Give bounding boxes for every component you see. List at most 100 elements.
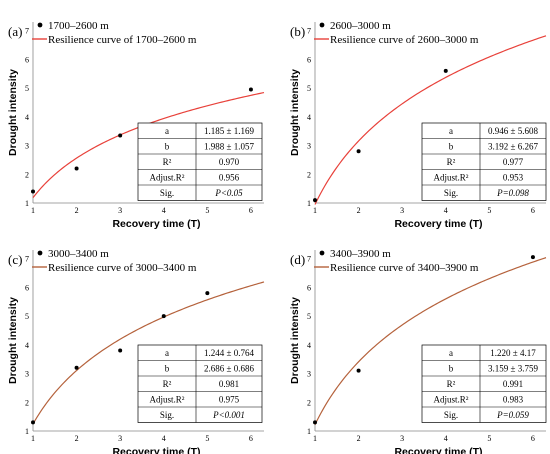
x-tick-label: 5 — [205, 434, 209, 443]
data-point — [31, 189, 35, 194]
x-tick-label: 6 — [531, 206, 535, 215]
x-axis-label: Recovery time (T) — [394, 218, 482, 230]
y-tick-label: 2 — [307, 170, 311, 179]
x-tick-label: 5 — [487, 434, 491, 443]
legend-entry-curve: Resilience curve of 2600–3000 m — [330, 34, 479, 46]
stats-label: Sig. — [444, 188, 458, 198]
y-tick-label: 1 — [307, 427, 311, 436]
x-tick-label: 4 — [162, 434, 166, 443]
y-tick-label: 3 — [25, 142, 29, 151]
stats-table: a 0.946 ± 5.608 b 3.192 ± 6.267 R² 0.977 Adjus… — [421, 122, 547, 201]
y-tick-label: 3 — [307, 370, 311, 379]
chart-panel-1: 1 2 3 4 5 6 1 2 3 4 5 6 7 Recovery time (T) Drought in… — [7, 20, 265, 230]
x-tick-label: 4 — [162, 206, 166, 215]
stats-value: 1.244 ± 0.764 — [204, 348, 254, 358]
stats-label: R² — [163, 157, 172, 167]
x-axis-label: Recovery time (T) — [112, 446, 200, 454]
x-tick-label: 3 — [118, 206, 122, 215]
data-point — [530, 255, 535, 260]
stats-label: R² — [447, 379, 456, 389]
y-axis-label: Drought intensity — [289, 297, 301, 384]
y-tick-label: 1 — [307, 199, 311, 208]
y-tick-label: 2 — [307, 398, 311, 407]
x-tick-label: 1 — [31, 434, 35, 443]
y-tick-label: 6 — [307, 283, 311, 292]
chart-panel-4: 1 2 3 4 5 6 1 2 3 4 5 6 7 Recovery time (T) Drought in… — [289, 248, 547, 454]
x-tick-label: 3 — [118, 434, 122, 443]
legend-entry-points: 2600–3000 m — [330, 20, 391, 32]
stats-label: Sig. — [444, 410, 458, 420]
stats-value: P=0.059 — [496, 410, 529, 420]
stats-table-border — [137, 344, 263, 423]
stats-label: b — [165, 364, 170, 374]
stats-label: Adjust.R² — [150, 395, 185, 405]
stats-value: 0.946 ± 5.608 — [488, 126, 538, 136]
stats-value: 0.977 — [503, 157, 524, 167]
y-tick-label: 3 — [307, 142, 311, 151]
data-point — [161, 314, 166, 319]
stats-value: P<0.05 — [214, 188, 243, 198]
x-axis-label: Recovery time (T) — [394, 446, 482, 454]
chart-panel-2: 1 2 3 4 5 6 1 2 3 4 5 6 7 Recovery time (T) Drought in… — [289, 20, 547, 230]
x-axis-label: Recovery time (T) — [112, 218, 200, 230]
stats-value: 3.159 ± 3.759 — [488, 364, 538, 374]
resilience-curve — [314, 257, 547, 425]
data-point — [118, 133, 123, 138]
data-point — [74, 365, 79, 370]
x-tick-label: 6 — [531, 434, 535, 443]
stats-value: 0.956 — [219, 173, 240, 183]
stats-label: b — [165, 142, 170, 152]
resilience-curve — [314, 35, 547, 205]
legend-entry-points: 3400–3900 m — [330, 248, 391, 260]
stats-table-border — [421, 344, 547, 423]
stats-label: Adjust.R² — [434, 395, 469, 405]
legend-entry-points: 3000–3400 m — [48, 248, 109, 260]
stats-label: a — [449, 126, 453, 136]
legend-entry-curve: Resilience curve of 3000–3400 m — [48, 262, 197, 274]
data-point — [248, 87, 253, 92]
stats-label: a — [449, 348, 453, 358]
stats-value: 0.953 — [503, 173, 524, 183]
stats-label: a — [165, 348, 169, 358]
y-tick-label: 4 — [307, 113, 311, 122]
stats-value: 0.970 — [219, 157, 240, 167]
x-tick-label: 2 — [75, 434, 79, 443]
x-tick-label: 3 — [400, 434, 404, 443]
legend-marker — [37, 22, 43, 28]
stats-table: a 1.220 ± 4.17 b 3.159 ± 3.759 R² 0.991 Adjust… — [421, 344, 547, 423]
stats-table: a 1.244 ± 0.764 b 2.686 ± 0.686 R² 0.981 Adjus… — [137, 344, 263, 423]
panel-label: (a) — [8, 24, 22, 39]
y-tick-label: 6 — [307, 55, 311, 64]
data-point — [313, 198, 317, 203]
x-tick-label: 1 — [31, 206, 35, 215]
data-point — [205, 291, 210, 296]
y-tick-label: 7 — [25, 255, 29, 264]
x-tick-label: 3 — [400, 206, 404, 215]
x-tick-label: 6 — [249, 434, 253, 443]
y-tick-label: 7 — [307, 255, 311, 264]
x-tick-label: 2 — [357, 434, 361, 443]
stats-value: 1.988 ± 1.057 — [204, 142, 254, 152]
stats-label: Adjust.R² — [150, 173, 185, 183]
y-axis-label: Drought intensity — [7, 69, 19, 156]
data-point — [313, 420, 317, 425]
stats-value: 1.220 ± 4.17 — [490, 348, 536, 358]
chart-panel-3: 1 2 3 4 5 6 1 2 3 4 5 6 7 Recovery time (T) Drought in… — [7, 248, 265, 454]
y-tick-label: 5 — [307, 84, 311, 93]
x-tick-label: 1 — [313, 434, 317, 443]
legend-marker — [319, 22, 325, 28]
stats-label: b — [449, 364, 454, 374]
stats-table-border — [137, 122, 263, 201]
data-point — [443, 68, 448, 73]
stats-value: 2.686 ± 0.686 — [204, 364, 254, 374]
x-tick-label: 1 — [313, 206, 317, 215]
y-tick-label: 7 — [25, 27, 29, 36]
y-axis-label: Drought intensity — [289, 69, 301, 156]
y-tick-label: 5 — [307, 312, 311, 321]
y-tick-label: 5 — [25, 84, 29, 93]
legend-marker — [37, 250, 43, 256]
legend-entry-curve: Resilience curve of 3400–3900 m — [330, 262, 479, 274]
data-point — [74, 166, 79, 171]
stats-label: R² — [163, 379, 172, 389]
stats-label: R² — [447, 157, 456, 167]
